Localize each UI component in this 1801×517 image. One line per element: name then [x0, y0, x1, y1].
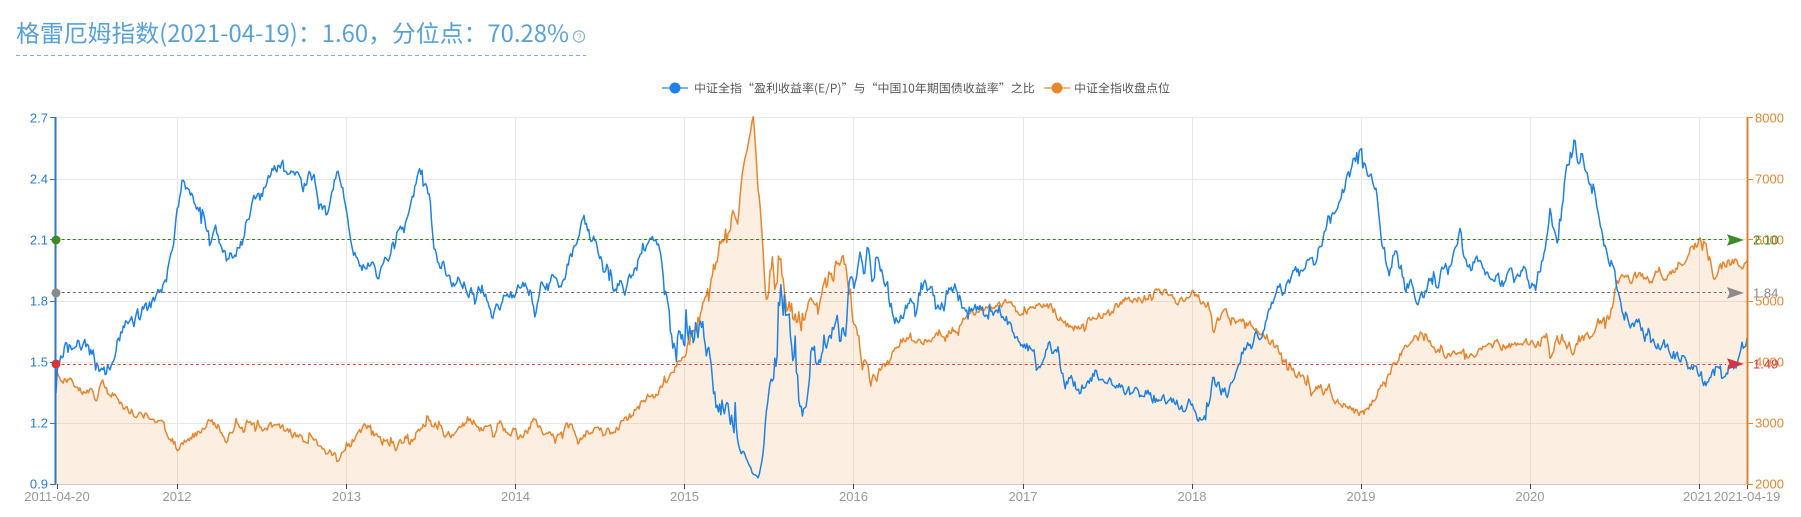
- svg-text:1.84: 1.84: [1753, 285, 1778, 300]
- svg-text:2016: 2016: [839, 489, 868, 504]
- svg-text:2.4: 2.4: [30, 172, 48, 187]
- svg-text:2020: 2020: [1516, 489, 1545, 504]
- svg-text:4000: 4000: [1755, 355, 1784, 370]
- svg-text:2014: 2014: [501, 489, 530, 504]
- svg-text:2015: 2015: [670, 489, 699, 504]
- svg-text:5000: 5000: [1755, 294, 1784, 309]
- svg-text:2017: 2017: [1009, 489, 1038, 504]
- svg-text:2021-04-19: 2021-04-19: [1714, 489, 1781, 504]
- svg-text:1.8: 1.8: [30, 294, 48, 309]
- svg-text:2000: 2000: [1755, 477, 1784, 492]
- svg-text:7000: 7000: [1755, 172, 1784, 187]
- svg-text:8000: 8000: [1755, 111, 1784, 126]
- svg-text:2012: 2012: [163, 489, 192, 504]
- svg-text:2018: 2018: [1178, 489, 1207, 504]
- svg-text:2019: 2019: [1347, 489, 1376, 504]
- svg-text:6000: 6000: [1755, 233, 1784, 248]
- svg-text:1.5: 1.5: [30, 355, 48, 370]
- svg-text:2.10: 2.10: [1753, 233, 1778, 248]
- svg-text:2013: 2013: [332, 489, 361, 504]
- svg-text:2.7: 2.7: [30, 111, 48, 126]
- svg-text:2021: 2021: [1683, 489, 1712, 504]
- svg-text:0.9: 0.9: [30, 477, 48, 492]
- svg-text:1.49: 1.49: [1753, 357, 1778, 372]
- svg-text:?: ?: [576, 32, 581, 42]
- svg-text:3000: 3000: [1755, 416, 1784, 431]
- svg-text:2011-04-20: 2011-04-20: [24, 489, 90, 504]
- svg-text:2.1: 2.1: [30, 233, 48, 248]
- svg-text:1.2: 1.2: [30, 416, 48, 431]
